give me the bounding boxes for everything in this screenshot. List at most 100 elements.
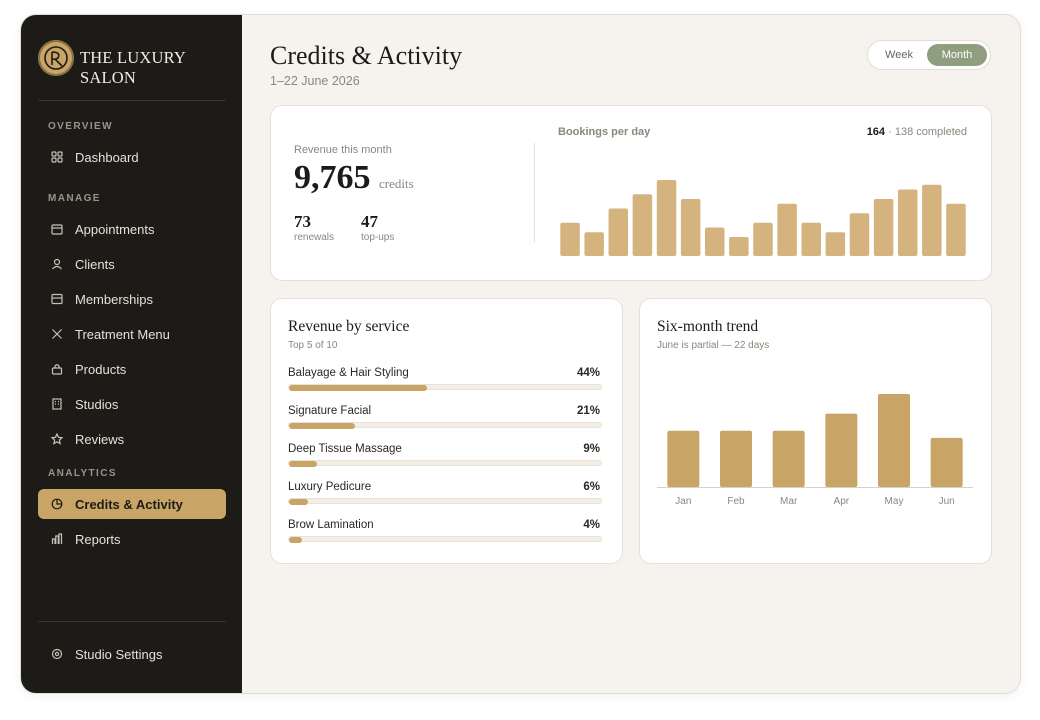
stat-value: 47 (361, 212, 378, 231)
bar (680, 199, 701, 256)
nav-item[interactable]: Appointments (38, 214, 226, 244)
nav-item[interactable]: Reviews (38, 424, 226, 454)
nav-icon (51, 364, 63, 375)
icon-shape (51, 157, 57, 163)
bar (873, 199, 894, 256)
icon-shape (56, 499, 62, 505)
service-name: Brow Lamination (288, 519, 374, 531)
nav-label: Dashboard (75, 150, 139, 165)
stat-label: renewals (294, 232, 335, 243)
chart-subtitle: Top 5 of 10 (288, 340, 338, 351)
nav-item[interactable]: Reports (38, 524, 226, 554)
nav-icon (52, 258, 62, 270)
toggle-option[interactable]: Week (885, 49, 913, 61)
bar (922, 184, 942, 256)
nav-icon (52, 329, 62, 339)
section-heading: ANALYTICS (48, 468, 117, 479)
icon-shape (55, 400, 59, 405)
service-card (270, 298, 623, 564)
nav-label: Credits & Activity (75, 497, 183, 512)
bar-track (288, 536, 602, 543)
bar-track (288, 384, 602, 391)
nav-item[interactable]: Memberships (38, 284, 226, 314)
service-value: 9% (583, 443, 600, 455)
bar (608, 208, 629, 256)
x-tick-label: Jun (939, 496, 955, 507)
trend-chart: Jan Feb Mar Apr May Jun (657, 394, 973, 507)
bar-track (288, 422, 602, 429)
icon-shape (52, 265, 62, 270)
divider (534, 143, 535, 243)
icon-shape (57, 151, 63, 157)
nav-icon (51, 433, 63, 445)
icon-shape (52, 398, 62, 410)
period-toggle: Week Month (867, 40, 991, 70)
service-value: 6% (583, 481, 600, 493)
service-name: Deep Tissue Massage (288, 443, 402, 455)
app-frame: THE LUXURY SALON OVERVIEW Dashboard MANAGE… (20, 14, 1021, 694)
bar (656, 180, 677, 256)
bar (289, 423, 355, 429)
nav-item[interactable]: Clients (38, 249, 226, 279)
bar (878, 394, 910, 487)
bar-track (288, 498, 602, 505)
nav-item[interactable]: Products (38, 354, 226, 384)
stat-value: 73 (294, 212, 311, 231)
divider (38, 100, 226, 101)
x-tick-label: 02 Jun (560, 265, 587, 266)
x-tick-label: 20 Jun (939, 265, 966, 266)
bookings-chart: 02 Jun 20 Jun (560, 180, 966, 266)
bar (946, 203, 966, 256)
toggle-option-active[interactable]: Month (927, 44, 987, 66)
revenue-value: 9,765 (294, 159, 371, 196)
nav-icon (52, 398, 62, 410)
icon-shape (51, 433, 63, 445)
page-title: Credits & Activity (270, 41, 463, 70)
icon-shape (54, 364, 60, 368)
x-tick-label: Feb (727, 496, 745, 507)
nav-item[interactable]: Studios (38, 389, 226, 419)
icon-shape (51, 367, 63, 375)
brand-name: THE LUXURY SALON (80, 48, 186, 87)
sidebar: THE LUXURY SALON OVERVIEW Dashboard MANAGE… (21, 15, 242, 693)
nav-icon (51, 293, 63, 305)
bar (289, 385, 428, 391)
total-value: 164 (866, 126, 886, 138)
service-name: Signature Facial (288, 405, 372, 417)
x-tick-label: May (885, 496, 904, 507)
bar (777, 203, 797, 256)
service-name: Luxury Pedicure (288, 481, 372, 493)
nav-item-active[interactable]: Credits & Activity (38, 489, 226, 519)
bar (584, 232, 604, 256)
nav-label: Memberships (75, 292, 154, 307)
nav-icon (51, 224, 63, 235)
nav-label: Products (75, 362, 127, 377)
nav-icon (51, 648, 63, 660)
stat-label: top-ups (361, 232, 395, 243)
bar (772, 430, 805, 487)
nav-label: Studio Settings (75, 647, 163, 662)
bar (825, 232, 846, 256)
summary-card (270, 105, 992, 281)
nav-item[interactable]: Treatment Menu (38, 319, 226, 349)
nav-item[interactable]: Studio Settings (38, 639, 226, 669)
bar (825, 413, 858, 487)
x-tick-label: Jan (675, 496, 691, 507)
icon-shape (53, 258, 61, 266)
logo (38, 40, 74, 76)
section-heading: OVERVIEW (48, 121, 113, 132)
nav-label: Clients (75, 257, 115, 272)
bar (667, 430, 700, 487)
chart-title: Six-month trend (657, 318, 759, 335)
date-range: 1–22 June 2026 (270, 74, 360, 88)
completed-count: 138 completed (894, 126, 967, 138)
x-tick-label: Mar (780, 496, 798, 507)
nav-item[interactable]: Dashboard (38, 142, 226, 172)
x-tick-label: Apr (834, 496, 850, 507)
bookings-total: 164 · 138 completed (866, 126, 967, 138)
bar (753, 222, 773, 256)
bar (897, 189, 918, 256)
icon-shape (51, 293, 63, 305)
bar-track (288, 460, 602, 467)
